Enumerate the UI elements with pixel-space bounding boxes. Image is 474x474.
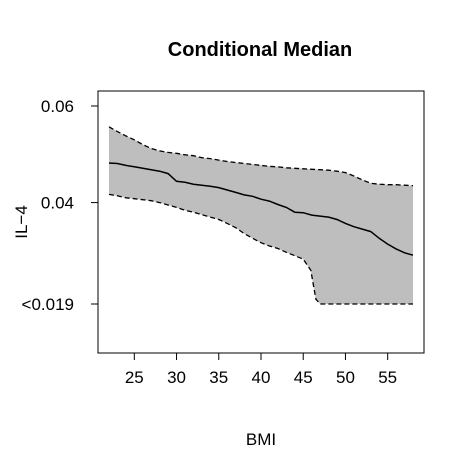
x-tick-label: 45 (294, 368, 313, 387)
x-axis-label: BMI (246, 430, 276, 449)
plot-area (108, 126, 414, 305)
x-tick-label: 50 (336, 368, 355, 387)
x-axis: 25 30 35 40 45 50 55 (125, 353, 397, 387)
x-tick-label: 30 (167, 368, 186, 387)
x-tick-label: 25 (125, 368, 144, 387)
x-tick-label: 35 (209, 368, 228, 387)
y-tick-label: <0.019 (22, 295, 74, 314)
y-tick-label: 0.06 (41, 97, 74, 116)
median-line (108, 162, 414, 256)
y-axis: 0.06 0.04 <0.019 (22, 97, 98, 314)
y-tick-label: 0.04 (41, 194, 74, 213)
y-axis-label: IL−4 (12, 205, 31, 239)
confidence-band (109, 126, 413, 304)
upper-bound-line (108, 126, 414, 187)
chart-title: Conditional Median (168, 39, 352, 61)
x-tick-label: 55 (378, 368, 397, 387)
x-tick-label: 40 (252, 368, 271, 387)
